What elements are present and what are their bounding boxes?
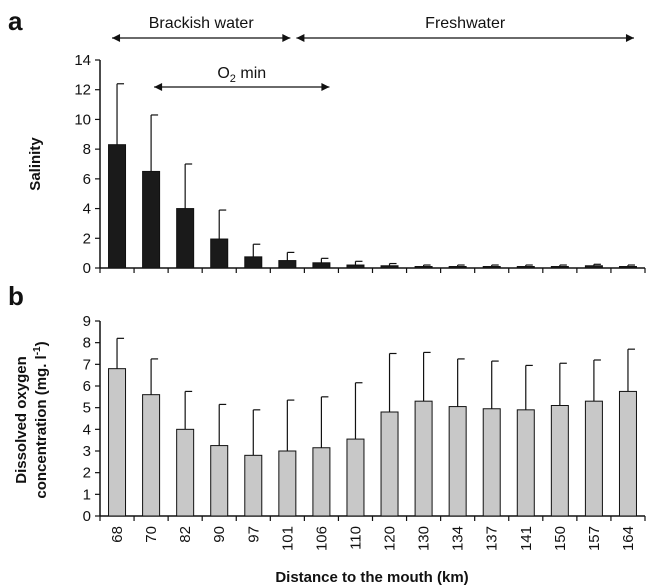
panel-label: a bbox=[8, 6, 23, 36]
y-tick-label: 4 bbox=[83, 421, 91, 438]
x-tick-label: 120 bbox=[382, 526, 399, 551]
y-tick-label: 10 bbox=[74, 111, 91, 128]
x-tick-label: 101 bbox=[279, 526, 296, 551]
y-tick-label: 1 bbox=[83, 486, 91, 503]
bar bbox=[312, 447, 331, 517]
bar bbox=[550, 266, 569, 269]
x-tick-label: 70 bbox=[143, 526, 160, 543]
panel-label: b bbox=[8, 281, 24, 311]
x-tick-label: 110 bbox=[347, 526, 364, 550]
bar bbox=[482, 408, 501, 517]
range-arrow-head-left bbox=[296, 34, 305, 42]
y-axis-title-text: concentration (mg. l bbox=[33, 355, 50, 498]
annotation-freshwater: Freshwater bbox=[425, 15, 506, 32]
x-tick-label: 90 bbox=[211, 526, 228, 543]
range-arrow-head-right bbox=[321, 83, 330, 91]
y-tick-label: 14 bbox=[74, 52, 91, 69]
range-arrow-head-left bbox=[112, 34, 121, 42]
bar bbox=[414, 400, 433, 517]
y-tick-label: 7 bbox=[83, 356, 91, 373]
bar bbox=[516, 266, 535, 269]
bar bbox=[244, 454, 263, 517]
y-tick-label: 6 bbox=[83, 378, 91, 395]
bar bbox=[516, 409, 535, 517]
x-tick-label: 150 bbox=[552, 526, 569, 551]
bar bbox=[584, 400, 603, 517]
bar bbox=[210, 238, 229, 269]
y-axis-title-superscript: -1 bbox=[32, 346, 43, 355]
y-tick-label: 0 bbox=[83, 260, 91, 277]
bar bbox=[448, 406, 467, 517]
annotation-o2-min: O2 min bbox=[217, 65, 266, 85]
y-axis-title-end: ) bbox=[33, 341, 50, 346]
x-tick-label: 164 bbox=[620, 526, 637, 551]
bar bbox=[346, 264, 365, 269]
range-arrow-head-right bbox=[282, 34, 291, 42]
x-tick-label: 82 bbox=[177, 526, 194, 543]
x-tick-label: 134 bbox=[450, 526, 467, 551]
panel-a-salinity-chart: 0 2 4 6 8 10 12 14 a Salinity Brackish water Freshw… bbox=[8, 6, 646, 277]
bar bbox=[380, 265, 399, 269]
bar bbox=[618, 266, 637, 269]
bar bbox=[176, 208, 195, 269]
o2-subscript: 2 bbox=[230, 73, 236, 85]
o2-suffix: min bbox=[236, 65, 266, 82]
bar bbox=[312, 262, 331, 269]
bar bbox=[176, 428, 195, 517]
o2-symbol: O bbox=[217, 65, 229, 82]
y-tick-label: 3 bbox=[83, 443, 91, 460]
x-tick-label: 97 bbox=[245, 526, 262, 543]
y-axis-title: Salinity bbox=[27, 137, 44, 191]
bar bbox=[550, 405, 569, 517]
bar bbox=[108, 144, 127, 269]
y-tick-label: 2 bbox=[83, 230, 91, 247]
bar bbox=[482, 266, 501, 269]
y-tick-label: 9 bbox=[83, 313, 91, 330]
x-tick-label: 130 bbox=[416, 526, 433, 551]
bar bbox=[278, 450, 297, 517]
y-axis-title-line1: Dissolved oxygen bbox=[13, 356, 30, 484]
bar bbox=[346, 438, 365, 517]
bar bbox=[142, 394, 161, 517]
y-tick-label: 2 bbox=[83, 465, 91, 482]
bar bbox=[244, 256, 263, 269]
y-tick-label: 0 bbox=[83, 508, 91, 525]
x-tick-label: 137 bbox=[484, 526, 501, 551]
bar bbox=[380, 411, 399, 517]
bar bbox=[278, 260, 297, 269]
bar bbox=[142, 170, 161, 269]
panel-b-oxygen-chart: 0 1 2 3 4 5 6 7 8 9 b Dissolved oxygen concentration… bbox=[8, 281, 646, 586]
bar bbox=[210, 445, 229, 517]
y-tick-label: 5 bbox=[83, 400, 91, 417]
bar bbox=[618, 390, 637, 517]
x-tick-label: 157 bbox=[586, 526, 603, 551]
x-tick-label: 106 bbox=[313, 526, 330, 551]
range-arrow-head-right bbox=[625, 34, 634, 42]
range-arrow-head-left bbox=[154, 83, 163, 91]
y-tick-label: 4 bbox=[83, 201, 91, 218]
x-tick-label: 68 bbox=[109, 526, 126, 543]
y-tick-label: 6 bbox=[83, 171, 91, 188]
y-tick-label: 12 bbox=[74, 82, 91, 99]
bar bbox=[584, 265, 603, 269]
y-tick-label: 8 bbox=[83, 141, 91, 158]
bar bbox=[448, 266, 467, 269]
x-axis-title: Distance to the mouth (km) bbox=[275, 569, 468, 586]
bar bbox=[108, 368, 127, 517]
y-axis-title-line2: concentration (mg. l-1) bbox=[32, 341, 50, 498]
y-tick-label: 8 bbox=[83, 335, 91, 352]
x-tick-label: 141 bbox=[518, 526, 535, 551]
bar bbox=[414, 266, 433, 269]
annotation-brackish-water: Brackish water bbox=[149, 15, 255, 32]
